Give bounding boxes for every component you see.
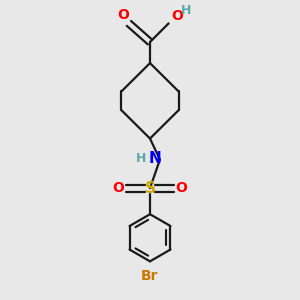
- Text: H: H: [136, 152, 146, 165]
- Text: H: H: [181, 4, 191, 17]
- Text: Br: Br: [141, 269, 159, 283]
- Text: S: S: [145, 181, 155, 196]
- Text: O: O: [117, 8, 129, 22]
- Text: O: O: [171, 9, 183, 23]
- Text: N: N: [149, 152, 162, 166]
- Text: O: O: [176, 181, 188, 195]
- Text: O: O: [112, 181, 124, 195]
